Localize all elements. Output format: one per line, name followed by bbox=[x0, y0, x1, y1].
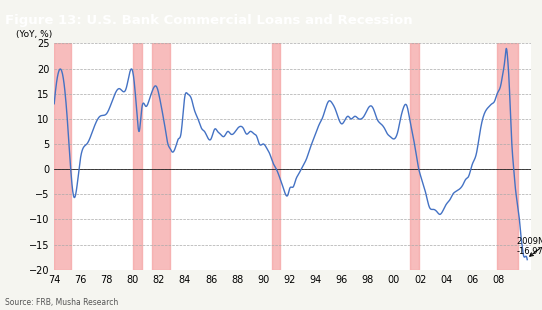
Text: 2009Nov 25
-16.97: 2009Nov 25 -16.97 bbox=[517, 237, 542, 256]
Text: Figure 13: U.S. Bank Commercial Loans and Recession: Figure 13: U.S. Bank Commercial Loans an… bbox=[5, 14, 413, 27]
Bar bbox=[133, 43, 142, 270]
Bar bbox=[152, 43, 171, 270]
Bar bbox=[54, 43, 71, 270]
Bar bbox=[410, 43, 419, 270]
Text: (YoY, %): (YoY, %) bbox=[16, 30, 52, 39]
Text: Source: FRB, Musha Research: Source: FRB, Musha Research bbox=[5, 298, 119, 307]
Bar bbox=[273, 43, 280, 270]
Bar bbox=[497, 43, 518, 270]
